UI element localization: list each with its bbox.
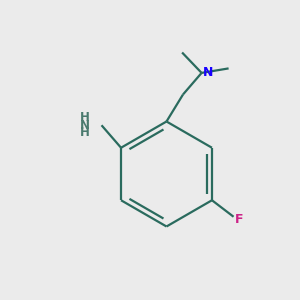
Text: N: N bbox=[80, 119, 90, 132]
Text: F: F bbox=[235, 213, 243, 226]
Text: H: H bbox=[80, 111, 90, 124]
Text: N: N bbox=[203, 66, 214, 79]
Text: H: H bbox=[80, 126, 90, 139]
